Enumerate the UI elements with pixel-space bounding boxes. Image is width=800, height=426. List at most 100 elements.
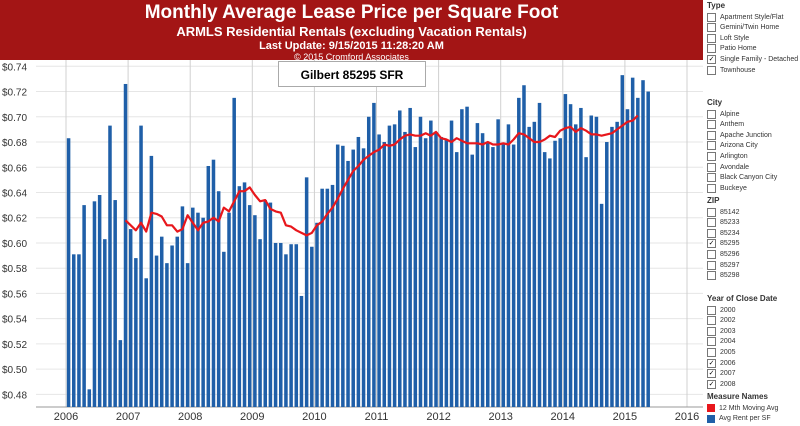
- filter-option-year-4[interactable]: 2005: [707, 347, 736, 357]
- filter-option-city-7[interactable]: Buckeye: [707, 183, 747, 193]
- x-tick-label: 2009: [240, 411, 264, 423]
- bar: [175, 236, 180, 407]
- checkbox[interactable]: [707, 109, 716, 119]
- bar: [423, 138, 428, 407]
- filter-option-city-6[interactable]: Black Canyon City: [707, 173, 777, 183]
- bar: [522, 85, 526, 408]
- filter-option-zip-6[interactable]: 85298: [707, 271, 739, 281]
- filter-option-type-0[interactable]: Apartment Style/Flat: [707, 12, 783, 22]
- bar: [641, 80, 645, 408]
- checkbox[interactable]: [707, 347, 716, 357]
- y-tick-label: $0.48: [2, 390, 27, 401]
- filter-option-year-7[interactable]: ✓ 2008: [707, 379, 736, 389]
- bar-series: [66, 75, 650, 408]
- filter-option-label: Avondale: [720, 163, 750, 171]
- filter-option-city-4[interactable]: Arlington: [707, 151, 748, 161]
- filter-option-type-3[interactable]: Patio Home: [707, 44, 757, 54]
- filter-option-zip-4[interactable]: 85296: [707, 249, 739, 259]
- filter-option-type-1[interactable]: Gemini/Twin Home: [707, 23, 779, 33]
- filter-option-label: Avg Rent per SF: [719, 415, 771, 423]
- filter-option-year-1[interactable]: 2002: [707, 316, 736, 326]
- filter-option-year-6[interactable]: ✓ 2007: [707, 369, 736, 379]
- bar: [579, 107, 583, 407]
- filter-option-city-3[interactable]: Arizona City: [707, 141, 758, 151]
- copyright-text: © 2015 Cromford Associates: [294, 52, 409, 62]
- checkbox[interactable]: [707, 162, 716, 172]
- filter-option-city-1[interactable]: Anthem: [707, 120, 744, 130]
- filter-option-label: Alpine: [720, 110, 740, 118]
- checkbox[interactable]: [707, 120, 716, 130]
- bar: [258, 239, 262, 407]
- x-tick-label: 2016: [675, 411, 699, 423]
- filter-option-type-5[interactable]: Townhouse: [707, 65, 755, 75]
- bar: [449, 120, 454, 408]
- bar: [92, 201, 97, 407]
- y-tick-label: $0.50: [2, 365, 27, 376]
- filter-panel: Type Apartment Style/Flat Gemini/Twin Home…: [705, 0, 800, 426]
- filter-option-measures-1: Avg Rent per SF: [707, 414, 771, 424]
- checkbox[interactable]: [707, 33, 716, 43]
- x-tick-label: 2012: [426, 411, 450, 423]
- y-tick-label: $0.70: [2, 113, 27, 124]
- bar: [444, 139, 449, 407]
- checkbox[interactable]: [707, 316, 716, 326]
- checkbox[interactable]: [707, 44, 716, 54]
- checkbox[interactable]: [707, 183, 716, 193]
- bar: [77, 254, 81, 407]
- checkbox[interactable]: [707, 326, 716, 336]
- filter-option-zip-3[interactable]: ✓ 85295: [707, 239, 739, 249]
- checkbox[interactable]: ✓: [707, 369, 716, 379]
- bar: [191, 207, 195, 407]
- x-tick-label: 2015: [613, 411, 637, 423]
- checkbox[interactable]: [707, 218, 716, 228]
- checkbox[interactable]: [707, 173, 716, 183]
- bar: [325, 188, 330, 407]
- checkbox[interactable]: ✓: [707, 54, 716, 64]
- filter-option-zip-0[interactable]: 85142: [707, 207, 739, 217]
- x-axis: 2006 2007 2008 2009 2010 2011 2012 2013 2014 2015…: [36, 60, 703, 423]
- checkbox[interactable]: [707, 151, 716, 161]
- checkbox[interactable]: [707, 130, 716, 140]
- filter-option-city-0[interactable]: Alpine: [707, 109, 739, 119]
- checkbox[interactable]: ✓: [707, 239, 716, 249]
- bar: [475, 123, 480, 407]
- filter-option-zip-2[interactable]: 85234: [707, 228, 739, 238]
- checkbox[interactable]: [707, 271, 716, 281]
- y-tick-label: $0.54: [2, 315, 27, 326]
- filter-option-city-5[interactable]: Avondale: [707, 162, 749, 172]
- bar: [279, 242, 283, 407]
- bar: [299, 295, 304, 407]
- bar: [387, 125, 392, 407]
- filter-option-year-5[interactable]: ✓ 2006: [707, 358, 736, 368]
- checkbox[interactable]: [707, 141, 716, 151]
- checkbox[interactable]: [707, 12, 716, 22]
- checkbox[interactable]: [707, 260, 716, 270]
- checkbox[interactable]: ✓: [707, 379, 716, 389]
- checkbox[interactable]: [707, 207, 716, 217]
- filter-option-year-2[interactable]: 2003: [707, 326, 736, 336]
- filter-option-type-2[interactable]: Loft Style: [707, 33, 749, 43]
- bar: [196, 212, 200, 407]
- checkbox[interactable]: [707, 228, 716, 238]
- bar: [310, 246, 314, 407]
- filter-option-label: 2006: [720, 359, 736, 367]
- checkbox[interactable]: [707, 249, 716, 259]
- filter-option-city-2[interactable]: Apache Junction: [707, 130, 772, 140]
- filter-option-zip-1[interactable]: 85233: [707, 218, 739, 228]
- checkbox[interactable]: [707, 23, 716, 33]
- filter-option-zip-5[interactable]: 85297: [707, 260, 739, 270]
- filter-option-label: Single Family - Detached: [720, 55, 799, 63]
- filter-option-year-3[interactable]: 2004: [707, 337, 736, 347]
- bar: [216, 191, 221, 407]
- bar: [563, 94, 568, 407]
- filter-option-type-4[interactable]: ✓ Single Family - Detached: [707, 54, 798, 64]
- filter-option-label: Gemini/Twin Home: [720, 24, 780, 32]
- checkbox[interactable]: [707, 337, 716, 347]
- bar: [429, 120, 433, 408]
- filter-option-label: 2005: [720, 348, 736, 356]
- filter-option-label: 85297: [720, 261, 740, 269]
- filter-option-year-0[interactable]: 2000: [707, 305, 736, 315]
- checkbox[interactable]: ✓: [707, 358, 716, 368]
- checkbox[interactable]: [707, 65, 716, 75]
- checkbox[interactable]: [707, 305, 716, 315]
